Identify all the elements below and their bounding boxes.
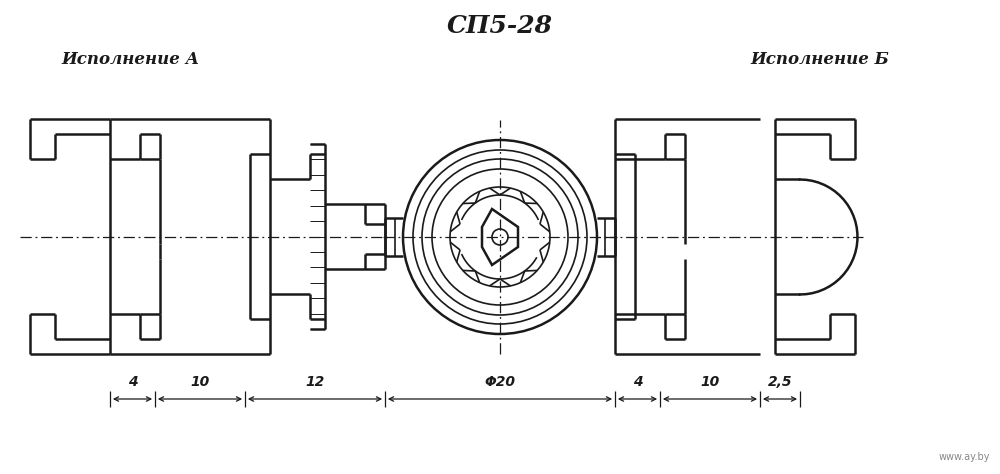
Text: 4: 4 bbox=[633, 375, 642, 389]
Text: СП5-28: СП5-28 bbox=[447, 14, 553, 38]
Text: Исполнение Б: Исполнение Б bbox=[751, 51, 889, 67]
Text: 4: 4 bbox=[128, 375, 137, 389]
Text: Исполнение А: Исполнение А bbox=[61, 51, 199, 67]
Text: 10: 10 bbox=[190, 375, 210, 389]
Text: www.ay.by: www.ay.by bbox=[938, 452, 990, 462]
Text: Φ20: Φ20 bbox=[484, 375, 516, 389]
Text: 10: 10 bbox=[700, 375, 720, 389]
Circle shape bbox=[492, 229, 508, 245]
Text: 12: 12 bbox=[305, 375, 325, 389]
Text: 2,5: 2,5 bbox=[768, 375, 792, 389]
